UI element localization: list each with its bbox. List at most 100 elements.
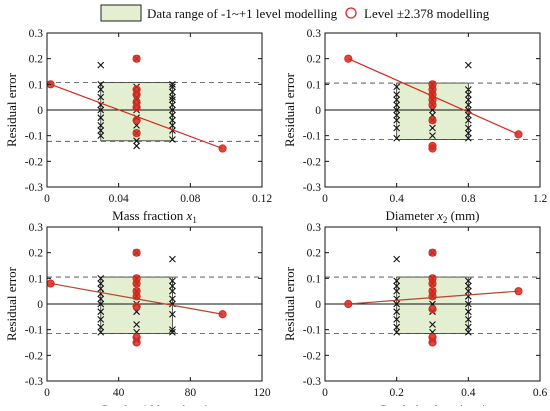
x-axis-variable: x <box>436 208 443 223</box>
legend-circle-swatch <box>345 7 357 19</box>
cross-marker <box>464 277 472 285</box>
circle-marker <box>428 292 437 301</box>
circle-marker <box>132 116 141 125</box>
cross-marker <box>133 321 140 328</box>
panel-3: -0.3 -0.2 -0.1 0 0.1 0.2 0.3 0 40 80 120 Residual e… <box>4 222 271 411</box>
y-tick-label: 0.1 <box>29 273 44 285</box>
cross-marker <box>97 106 105 114</box>
y-tick-label: 0.2 <box>307 54 322 66</box>
y-tick-label: -0.2 <box>25 350 43 362</box>
y-tick-label: 0.2 <box>29 248 44 260</box>
cross-marker <box>133 137 140 145</box>
cross-marker <box>393 308 401 316</box>
cross-marker <box>464 106 472 114</box>
cross-marker <box>169 328 176 336</box>
circle-marker <box>132 292 141 301</box>
y-tick-label: 0.2 <box>307 248 322 260</box>
y-axis-label: Residual error <box>4 72 19 147</box>
cross-marker <box>393 277 401 285</box>
cross-marker <box>393 323 401 331</box>
cross-marker <box>169 101 176 109</box>
cross-marker <box>393 83 401 91</box>
x-axis-unit: (mm) <box>447 208 479 223</box>
x-axis-label-name: Crack width <box>100 402 167 406</box>
cross-marker <box>464 91 472 98</box>
cross-marker <box>169 116 176 124</box>
y-axis-label: Residual error <box>282 266 297 341</box>
legend: Data range of -1~+1 level modelling Leve… <box>100 4 490 22</box>
cross-marker <box>97 328 105 336</box>
cross-marker <box>169 295 176 303</box>
cross-marker <box>97 285 105 292</box>
circle-marker <box>428 305 437 314</box>
cross-marker <box>169 136 176 143</box>
cross-marker <box>97 274 105 282</box>
circle-marker <box>46 279 55 288</box>
cross-marker <box>464 101 472 109</box>
circle-marker <box>428 100 437 109</box>
circle-marker <box>132 279 141 288</box>
cross-marker <box>393 300 401 308</box>
cross-marker <box>97 93 105 101</box>
circle-marker <box>514 130 523 139</box>
circle-marker <box>218 310 227 319</box>
cross-marker <box>169 255 176 263</box>
cross-marker <box>464 86 472 93</box>
cross-marker <box>97 308 105 316</box>
x-axis-variable: x <box>444 402 451 406</box>
x-tick-label: 0.04 <box>109 193 129 205</box>
cross-marker <box>97 61 105 69</box>
cross-marker <box>169 106 176 114</box>
cross-marker <box>97 316 105 323</box>
y-tick-label: 0 <box>315 299 321 311</box>
cross-marker <box>393 124 401 132</box>
x-tick-label: 0 <box>44 387 50 399</box>
cross-marker <box>169 282 176 290</box>
panels: -0.3-0.2-0.100.10.20.30 0.04 0.08 0.12Resid… <box>4 28 548 411</box>
y-axis-label: Residual error <box>282 72 297 147</box>
cross-marker <box>97 80 105 88</box>
y-tick-label: 0.2 <box>29 54 44 66</box>
x-axis-label-name: Crack depth <box>378 402 444 406</box>
circle-marker <box>132 129 141 138</box>
y-tick-label: 0 <box>37 105 43 117</box>
y-tick-label: -0.3 <box>303 182 321 194</box>
x-axis-variable: x <box>186 208 193 223</box>
circle-marker <box>514 287 523 296</box>
cross-marker <box>393 106 401 114</box>
x-tick-label: 0.2 <box>389 387 404 399</box>
x-tick-label: 0.4 <box>461 387 476 399</box>
cross-marker <box>169 80 176 88</box>
x-tick-label: 0.6 <box>533 387 548 399</box>
circle-marker <box>132 338 141 347</box>
cross-marker <box>97 132 105 140</box>
y-tick-label: -0.2 <box>303 350 321 362</box>
cross-marker <box>133 142 140 150</box>
cross-marker <box>97 280 105 287</box>
cross-marker <box>393 328 401 336</box>
y-tick-label: 0.1 <box>307 79 322 91</box>
legend-box-swatch <box>100 4 142 22</box>
circle-marker <box>132 302 141 311</box>
circle-marker <box>428 279 437 288</box>
y-tick-label: -0.1 <box>303 131 321 143</box>
x-axis-label: Diameter x2 (mm) <box>385 208 479 225</box>
x-tick-label: 0 <box>44 193 50 205</box>
x-axis-label-name: Mass fraction <box>112 208 186 223</box>
circle-marker <box>428 144 437 153</box>
circle-marker <box>428 338 437 347</box>
y-tick-label: -0.3 <box>303 376 321 388</box>
cross-marker <box>97 295 105 303</box>
y-tick-label: -0.3 <box>25 182 43 194</box>
legend-box-label: Data range of -1~+1 level modelling <box>147 6 338 21</box>
y-tick-label: -0.2 <box>303 156 321 168</box>
x-axis-label: Crack depth x4 (mm) <box>378 402 487 406</box>
cross-marker <box>393 316 401 323</box>
x-tick-label: 0 <box>322 193 328 205</box>
y-tick-label: -0.1 <box>25 325 43 337</box>
cross-marker <box>169 88 176 96</box>
cross-marker <box>393 96 401 104</box>
y-tick-label: 0 <box>37 299 43 311</box>
cross-marker <box>429 321 436 328</box>
